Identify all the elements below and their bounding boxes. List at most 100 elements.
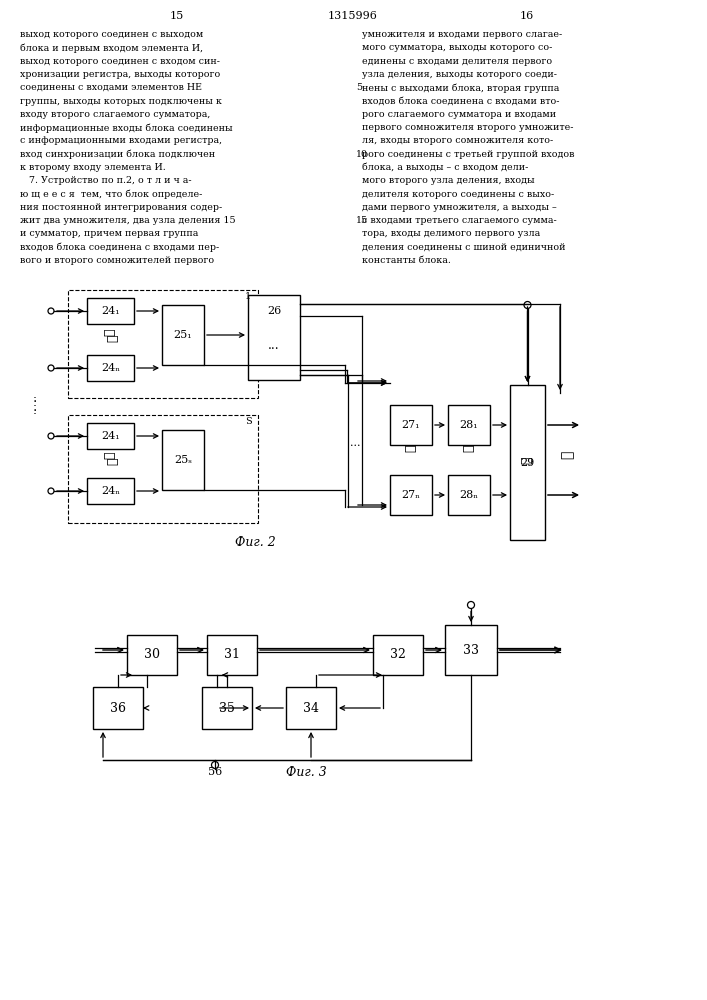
- Text: с входами третьего слагаемого сумма-: с входами третьего слагаемого сумма-: [362, 216, 556, 225]
- Text: ...: ...: [268, 339, 280, 352]
- Text: ⋯: ⋯: [560, 451, 574, 459]
- Text: дами первого умножителя, а выходы –: дами первого умножителя, а выходы –: [362, 203, 556, 212]
- Bar: [87, 478, 134, 504]
- Text: деления соединены с шиной единичной: деления соединены с шиной единичной: [362, 243, 566, 252]
- Text: делителя которого соединены с выхо-: делителя которого соединены с выхо-: [362, 190, 554, 199]
- Bar: [162, 430, 204, 490]
- Text: 26: 26: [267, 306, 281, 316]
- Text: ⋯: ⋯: [103, 328, 117, 336]
- Text: 5: 5: [356, 83, 362, 92]
- Text: константы блока.: константы блока.: [362, 256, 451, 265]
- Text: 33: 33: [463, 644, 479, 656]
- Text: нены с выходами блока, вторая группа: нены с выходами блока, вторая группа: [362, 83, 559, 93]
- Text: 10: 10: [356, 150, 368, 159]
- Text: вого и второго сомножителей первого: вого и второго сомножителей первого: [20, 256, 214, 265]
- Bar: [162, 305, 204, 365]
- Bar: [202, 687, 252, 729]
- Text: входов блока соединена с входами пер-: входов блока соединена с входами пер-: [20, 243, 219, 252]
- Text: группы, выходы которых подключены к: группы, выходы которых подключены к: [20, 97, 222, 105]
- Bar: [448, 405, 490, 445]
- Bar: [87, 355, 134, 381]
- Bar: [207, 635, 257, 675]
- Text: 24₁: 24₁: [101, 431, 119, 441]
- Bar: [373, 635, 423, 675]
- Text: 15: 15: [356, 216, 368, 225]
- Text: .: .: [33, 391, 37, 405]
- Text: 24ₙ: 24ₙ: [101, 486, 120, 496]
- Text: 56: 56: [208, 767, 222, 777]
- Text: к второму входу элемента И.: к второму входу элемента И.: [20, 163, 165, 172]
- Text: 28ₙ: 28ₙ: [460, 490, 479, 500]
- Text: блока и первым входом элемента И,: блока и первым входом элемента И,: [20, 43, 203, 53]
- Text: входу второго слагаемого сумматора,: входу второго слагаемого сумматора,: [20, 110, 211, 119]
- Text: ⋯: ⋯: [404, 444, 418, 452]
- Text: 7. Устройство по п.2, о т л и ч а-: 7. Устройство по п.2, о т л и ч а-: [20, 176, 192, 185]
- Text: выход которого соединен с входом син-: выход которого соединен с входом син-: [20, 57, 220, 66]
- Text: .: .: [33, 400, 37, 414]
- Text: ля, входы второго сомножителя кото-: ля, входы второго сомножителя кото-: [362, 136, 554, 145]
- Text: вход синхронизации блока подключен: вход синхронизации блока подключен: [20, 150, 215, 159]
- Text: ...: ...: [350, 438, 361, 448]
- Text: соединены с входами элементов НЕ: соединены с входами элементов НЕ: [20, 83, 202, 92]
- Text: 1: 1: [245, 292, 251, 301]
- Text: Фиг. 2: Фиг. 2: [235, 536, 275, 548]
- Text: ⋯: ⋯: [103, 451, 117, 459]
- Text: рого слагаемого сумматора и входами: рого слагаемого сумматора и входами: [362, 110, 556, 119]
- Text: узла деления, выходы которого соеди-: узла деления, выходы которого соеди-: [362, 70, 557, 79]
- Text: ⋯: ⋯: [107, 334, 119, 342]
- Text: мого второго узла деления, входы: мого второго узла деления, входы: [362, 176, 534, 185]
- Bar: [445, 625, 497, 675]
- Text: 32: 32: [390, 648, 406, 662]
- Text: .: .: [33, 396, 37, 410]
- Text: информационные входы блока соединены: информационные входы блока соединены: [20, 123, 233, 133]
- Text: 34: 34: [303, 702, 319, 714]
- Bar: [127, 635, 177, 675]
- Text: 24ₙ: 24ₙ: [101, 363, 120, 373]
- Bar: [248, 295, 300, 380]
- Text: 25ₛ: 25ₛ: [174, 455, 192, 465]
- Text: 29: 29: [520, 458, 534, 468]
- Text: 15: 15: [170, 11, 184, 21]
- Text: мого сумматора, выходы которого со-: мого сумматора, выходы которого со-: [362, 43, 552, 52]
- Text: рого соединены с третьей группой входов: рого соединены с третьей группой входов: [362, 150, 575, 159]
- Text: .: .: [33, 403, 37, 416]
- Text: единены с входами делителя первого: единены с входами делителя первого: [362, 57, 552, 66]
- Text: и сумматор, причем первая группа: и сумматор, причем первая группа: [20, 230, 199, 238]
- Text: S: S: [245, 417, 252, 426]
- Text: 36: 36: [110, 702, 126, 714]
- Text: жит два умножителя, два узла деления 15: жит два умножителя, два узла деления 15: [20, 216, 235, 225]
- Bar: [448, 475, 490, 515]
- Text: ния постоянной интегрирования содер-: ния постоянной интегрирования содер-: [20, 203, 222, 212]
- Text: 30: 30: [144, 648, 160, 662]
- Text: 35: 35: [219, 702, 235, 714]
- Bar: [68, 290, 258, 398]
- Text: ⋯: ⋯: [107, 457, 119, 465]
- Text: 31: 31: [224, 648, 240, 662]
- Bar: [87, 298, 134, 324]
- Text: первого сомножителя второго умножите-: первого сомножителя второго умножите-: [362, 123, 573, 132]
- Text: умножителя и входами первого слагае-: умножителя и входами первого слагае-: [362, 30, 562, 39]
- Text: 16: 16: [520, 11, 534, 21]
- Text: 27₁: 27₁: [402, 420, 420, 430]
- Bar: [390, 405, 432, 445]
- Text: входов блока соединена с входами вто-: входов блока соединена с входами вто-: [362, 97, 559, 105]
- Text: Фиг. 3: Фиг. 3: [286, 766, 327, 778]
- Bar: [390, 475, 432, 515]
- Text: ⋯: ⋯: [462, 444, 476, 452]
- Bar: [510, 385, 545, 540]
- Text: тора, входы делимого первого узла: тора, входы делимого первого узла: [362, 230, 540, 238]
- Text: хронизации регистра, выходы которого: хронизации регистра, выходы которого: [20, 70, 221, 79]
- Text: 24₁: 24₁: [101, 306, 119, 316]
- Bar: [87, 423, 134, 449]
- Text: ю щ е е с я  тем, что блок определе-: ю щ е е с я тем, что блок определе-: [20, 190, 202, 199]
- Text: выход которого соединен с выходом: выход которого соединен с выходом: [20, 30, 203, 39]
- Text: .: .: [33, 388, 37, 401]
- Text: 28₁: 28₁: [460, 420, 479, 430]
- Text: с информационными входами регистра,: с информационными входами регистра,: [20, 136, 222, 145]
- Text: блока, а выходы – с входом дели-: блока, а выходы – с входом дели-: [362, 163, 528, 172]
- Bar: [68, 415, 258, 523]
- Text: 1315996: 1315996: [328, 11, 378, 21]
- Text: 27ₙ: 27ₙ: [402, 490, 421, 500]
- Bar: [286, 687, 336, 729]
- Text: ⋯: ⋯: [520, 456, 534, 464]
